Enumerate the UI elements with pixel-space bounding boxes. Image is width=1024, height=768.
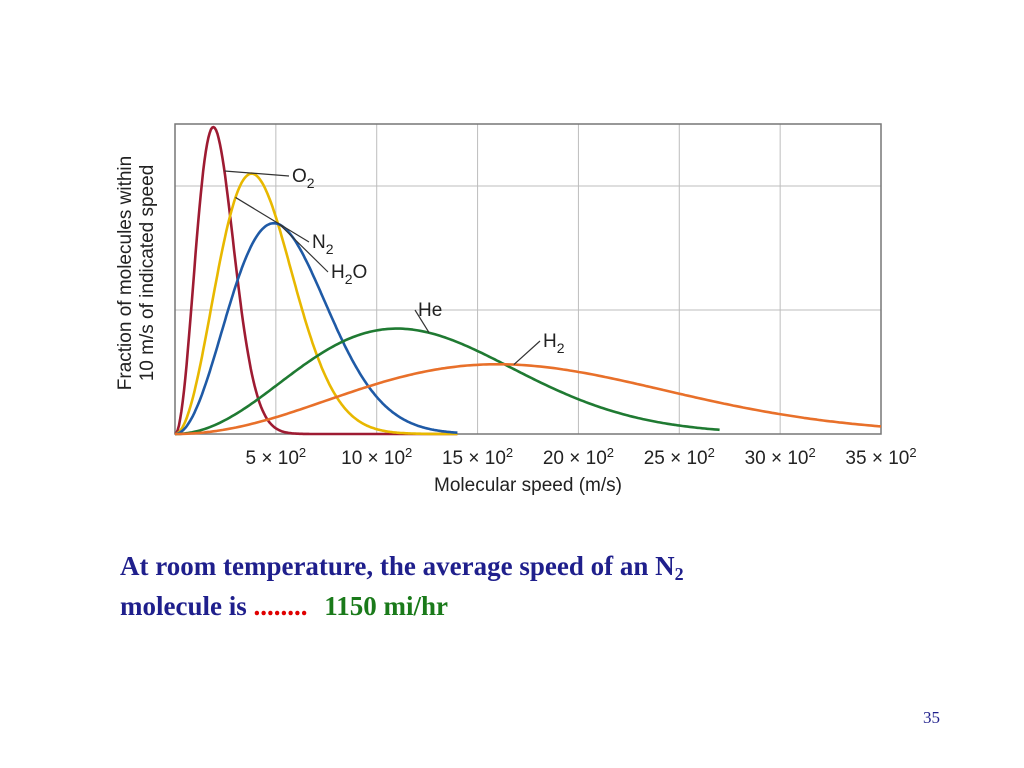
label-n2: N2 (312, 232, 334, 257)
plot-area (175, 124, 881, 434)
caption-subscript: 2 (674, 564, 684, 584)
y-axis-label-line-2: 10 m/s of indicated speed (137, 165, 158, 382)
leader-h2o (279, 224, 329, 273)
caption-line-2: molecule is (120, 591, 247, 621)
x-tick-label-7: 35 × 102 (845, 445, 916, 469)
caption-line-1: At room temperature, the average speed o… (120, 551, 684, 584)
curve-h2 (175, 363, 882, 436)
x-tick-label-2: 10 × 102 (341, 445, 412, 469)
gridlines (175, 124, 881, 434)
label-h2: H2 (543, 331, 565, 356)
plot-frame (174, 123, 882, 435)
leader-he (414, 309, 430, 334)
leader-n2 (235, 196, 310, 243)
label-o2: O2 (292, 166, 315, 191)
speed-distribution-chart: O2 N2 H2O He H2 5 × 102 10 × 102 15 × 102 20 × … (115, 123, 917, 496)
label-he: He (418, 300, 442, 321)
y-axis-label-line-1: Fraction of molecules within (115, 156, 136, 390)
leader-o2 (224, 170, 290, 177)
label-h2o: H2O (331, 262, 367, 287)
x-tick-label-3: 15 × 102 (442, 445, 513, 469)
y-axis-label: Fraction of molecules within 10 m/s of i… (115, 156, 158, 390)
curves (174, 125, 882, 436)
x-tick-label-6: 30 × 102 (745, 445, 816, 469)
curve-n2 (174, 172, 458, 436)
caption-answer: 1150 mi/hr (324, 591, 448, 621)
series-labels: O2 N2 H2O He H2 (292, 166, 565, 356)
x-tick-labels: 5 × 102 10 × 102 15 × 102 20 × 102 25 × 102 3… (246, 445, 917, 469)
caption-line-1-text: At room temperature, the average speed o… (120, 551, 675, 581)
leader-h2 (513, 340, 541, 366)
legend-leaders (224, 170, 541, 366)
x-tick-label-1: 5 × 102 (246, 445, 307, 469)
curve-he (175, 327, 720, 436)
curve-h2o (174, 221, 458, 436)
x-axis-label: Molecular speed (m/s) (434, 475, 622, 496)
caption: At room temperature, the average speed o… (120, 546, 880, 626)
caption-dots: ........ (253, 591, 308, 621)
x-tick-label-4: 20 × 102 (543, 445, 614, 469)
x-tick-label-5: 25 × 102 (644, 445, 715, 469)
page-number: 35 (923, 708, 940, 727)
